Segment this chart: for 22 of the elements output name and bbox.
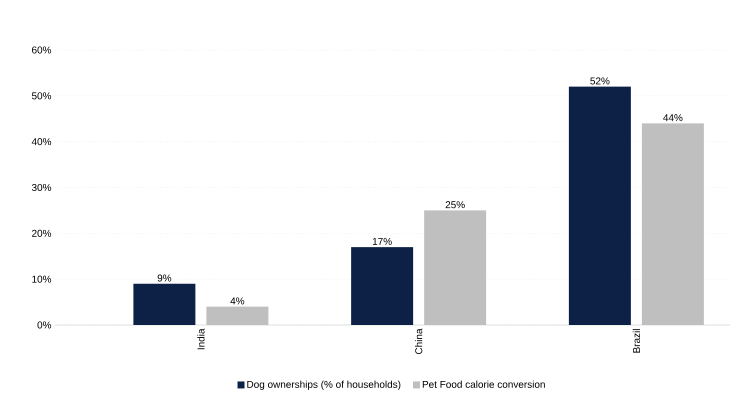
bar: [351, 247, 414, 325]
y-tick-label: 20%: [32, 230, 52, 237]
legend-label: Pet Food calorie conversion: [422, 380, 545, 388]
bar: [133, 284, 196, 325]
x-tick-label: India: [197, 328, 205, 350]
data-label: 17%: [372, 238, 392, 245]
y-tick-label: 40%: [32, 138, 52, 146]
x-tick-label: China: [414, 328, 422, 354]
y-tick-label: 50%: [32, 92, 52, 100]
data-label: 52%: [590, 77, 610, 84]
data-label: 25%: [446, 201, 465, 208]
y-tick-label: 10%: [32, 276, 52, 283]
y-tick-label: 60%: [32, 46, 52, 54]
bar: [206, 306, 268, 325]
legend-label: Dog ownerships (% of households): [247, 380, 400, 390]
y-tick-label: 0%: [37, 321, 52, 329]
x-tick-label: Brazil: [632, 329, 640, 353]
data-label: 44%: [663, 114, 682, 122]
data-label: 9%: [158, 274, 172, 282]
y-tick-label: 30%: [32, 184, 52, 192]
bar: [568, 86, 631, 325]
data-label: 4%: [230, 297, 244, 304]
